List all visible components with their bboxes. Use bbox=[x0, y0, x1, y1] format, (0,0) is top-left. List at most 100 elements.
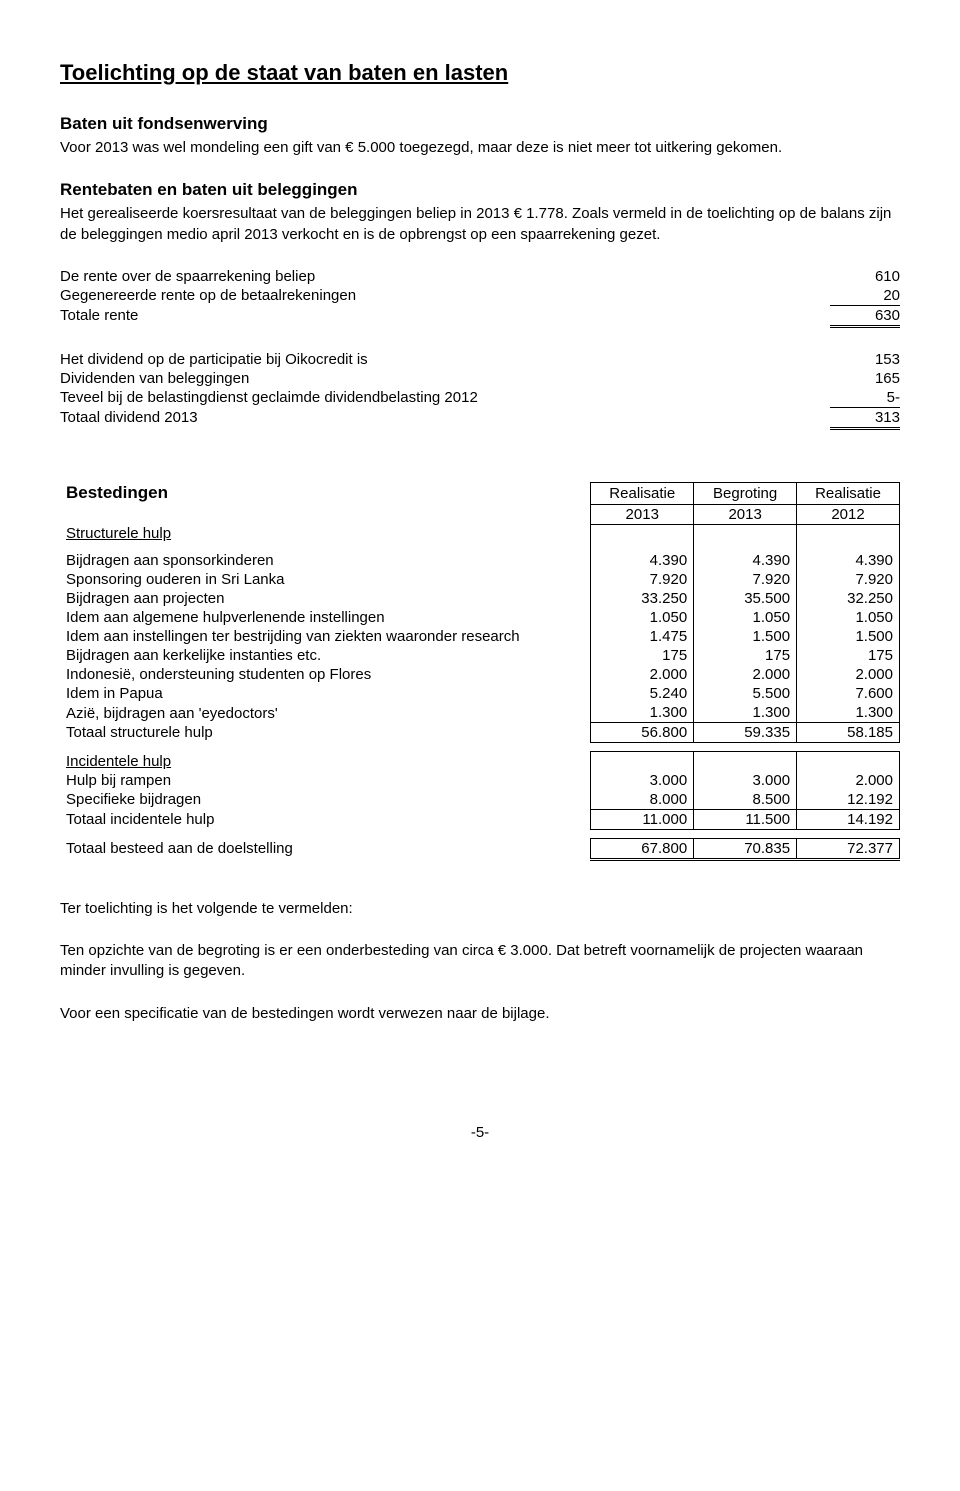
table-row: Bijdragen aan kerkelijke instanties etc.… bbox=[60, 646, 900, 665]
incid-total-v3: 14.192 bbox=[797, 809, 900, 829]
table-row: Gegenereerde rente op de betaalrekeninge… bbox=[60, 286, 900, 306]
dividend-label: Dividenden van beleggingen bbox=[60, 369, 830, 388]
structurele-hulp-label: Structurele hulp bbox=[60, 524, 591, 543]
closing-p2: Ten opzichte van de begroting is er een … bbox=[60, 941, 900, 982]
row-value: 1.300 bbox=[591, 703, 694, 723]
row-value: 1.050 bbox=[591, 608, 694, 627]
struct-total-row: Totaal structurele hulp 56.800 59.335 58… bbox=[60, 723, 900, 743]
row-value: 7.920 bbox=[797, 570, 900, 589]
row-value: 3.000 bbox=[591, 771, 694, 790]
incid-total-v1: 11.000 bbox=[591, 809, 694, 829]
row-value: 4.390 bbox=[694, 551, 797, 570]
row-value: 1.050 bbox=[694, 608, 797, 627]
row-value: 2.000 bbox=[694, 665, 797, 684]
row-label: Idem in Papua bbox=[60, 684, 591, 703]
row-value: 175 bbox=[591, 646, 694, 665]
rente-table: De rente over de spaarrekening beliep 61… bbox=[60, 267, 900, 328]
row-label: Bijdragen aan projecten bbox=[60, 589, 591, 608]
page-number: -5- bbox=[60, 1124, 900, 1141]
section2-heading: Rentebaten en baten uit beleggingen bbox=[60, 180, 900, 200]
table-row: Hulp bij rampen3.0003.0002.000 bbox=[60, 771, 900, 790]
table-row: Specifieke bijdragen8.0008.50012.192 bbox=[60, 790, 900, 810]
row-value: 1.300 bbox=[694, 703, 797, 723]
bestedingen-heading: Bestedingen bbox=[66, 483, 168, 502]
incidentele-hulp-label: Incidentele hulp bbox=[60, 752, 591, 771]
dividend-label: Het dividend op de participatie bij Oiko… bbox=[60, 350, 830, 369]
grand-total-row: Totaal besteed aan de doelstelling 67.80… bbox=[60, 838, 900, 859]
dividend-value: 153 bbox=[830, 350, 900, 369]
row-value: 8.000 bbox=[591, 790, 694, 810]
rente-total-label: Totale rente bbox=[60, 305, 830, 326]
col-year: 2012 bbox=[797, 504, 900, 524]
table-row: Indonesië, ondersteuning studenten op Fl… bbox=[60, 665, 900, 684]
dividend-total-value: 313 bbox=[830, 407, 900, 428]
page-title: Toelichting op de staat van baten en las… bbox=[60, 60, 900, 86]
closing-p3: Voor een specificatie van de bestedingen… bbox=[60, 1004, 900, 1024]
dividend-table: Het dividend op de participatie bij Oiko… bbox=[60, 350, 900, 430]
closing-p1: Ter toelichting is het volgende te verme… bbox=[60, 899, 900, 919]
row-label: Sponsoring ouderen in Sri Lanka bbox=[60, 570, 591, 589]
row-value: 7.600 bbox=[797, 684, 900, 703]
col-header: Realisatie bbox=[591, 482, 694, 504]
section1-heading: Baten uit fondsenwerving bbox=[60, 114, 900, 134]
row-value: 33.250 bbox=[591, 589, 694, 608]
rente-label: De rente over de spaarrekening beliep bbox=[60, 267, 830, 286]
row-label: Specifieke bijdragen bbox=[60, 790, 591, 810]
row-value: 2.000 bbox=[591, 665, 694, 684]
row-value: 7.920 bbox=[694, 570, 797, 589]
rente-value: 20 bbox=[830, 286, 900, 306]
row-value: 12.192 bbox=[797, 790, 900, 810]
row-value: 175 bbox=[797, 646, 900, 665]
section2-text: Het gerealiseerde koersresultaat van de … bbox=[60, 204, 900, 245]
dividend-label: Teveel bij de belastingdienst geclaimde … bbox=[60, 388, 830, 408]
table-row: Structurele hulp bbox=[60, 524, 900, 543]
grand-total-v2: 70.835 bbox=[694, 838, 797, 859]
table-row: Idem aan instellingen ter bestrijding va… bbox=[60, 627, 900, 646]
bestedingen-table: Bestedingen Realisatie Begroting Realisa… bbox=[60, 482, 900, 861]
grand-total-v3: 72.377 bbox=[797, 838, 900, 859]
table-row: Bijdragen aan sponsorkinderen4.3904.3904… bbox=[60, 551, 900, 570]
table-row: Bijdragen aan projecten33.25035.50032.25… bbox=[60, 589, 900, 608]
rente-total-value: 630 bbox=[830, 305, 900, 326]
row-value: 7.920 bbox=[591, 570, 694, 589]
col-header: Realisatie bbox=[797, 482, 900, 504]
table-header-row: Bestedingen Realisatie Begroting Realisa… bbox=[60, 482, 900, 504]
section1-text: Voor 2013 was wel mondeling een gift van… bbox=[60, 138, 900, 158]
grand-total-v1: 67.800 bbox=[591, 838, 694, 859]
dividend-value: 165 bbox=[830, 369, 900, 388]
row-value: 1.300 bbox=[797, 703, 900, 723]
rente-value: 610 bbox=[830, 267, 900, 286]
table-row: Totale rente 630 bbox=[60, 305, 900, 326]
col-header: Begroting bbox=[694, 482, 797, 504]
dividend-total-label: Totaal dividend 2013 bbox=[60, 407, 830, 428]
row-value: 1.500 bbox=[797, 627, 900, 646]
table-row: Sponsoring ouderen in Sri Lanka7.9207.92… bbox=[60, 570, 900, 589]
table-row: Idem aan algemene hulpverlenende instell… bbox=[60, 608, 900, 627]
table-row: Totaal dividend 2013 313 bbox=[60, 407, 900, 428]
incid-total-v2: 11.500 bbox=[694, 809, 797, 829]
col-year: 2013 bbox=[591, 504, 694, 524]
row-value: 3.000 bbox=[694, 771, 797, 790]
struct-total-v3: 58.185 bbox=[797, 723, 900, 743]
table-row: Teveel bij de belastingdienst geclaimde … bbox=[60, 388, 900, 408]
row-value: 5.240 bbox=[591, 684, 694, 703]
row-value: 175 bbox=[694, 646, 797, 665]
row-label: Idem aan instellingen ter bestrijding va… bbox=[60, 627, 591, 646]
row-value: 4.390 bbox=[591, 551, 694, 570]
row-value: 4.390 bbox=[797, 551, 900, 570]
grand-total-label: Totaal besteed aan de doelstelling bbox=[60, 838, 591, 859]
rente-label: Gegenereerde rente op de betaalrekeninge… bbox=[60, 286, 830, 306]
row-value: 2.000 bbox=[797, 665, 900, 684]
row-label: Indonesië, ondersteuning studenten op Fl… bbox=[60, 665, 591, 684]
incid-total-row: Totaal incidentele hulp 11.000 11.500 14… bbox=[60, 809, 900, 829]
table-row: Dividenden van beleggingen 165 bbox=[60, 369, 900, 388]
row-value: 1.475 bbox=[591, 627, 694, 646]
row-label: Bijdragen aan kerkelijke instanties etc. bbox=[60, 646, 591, 665]
table-row: Azië, bijdragen aan 'eyedoctors'1.3001.3… bbox=[60, 703, 900, 723]
incid-total-label: Totaal incidentele hulp bbox=[60, 809, 591, 829]
row-label: Azië, bijdragen aan 'eyedoctors' bbox=[60, 703, 591, 723]
row-value: 1.500 bbox=[694, 627, 797, 646]
row-value: 5.500 bbox=[694, 684, 797, 703]
table-row: Het dividend op de participatie bij Oiko… bbox=[60, 350, 900, 369]
struct-total-label: Totaal structurele hulp bbox=[60, 723, 591, 743]
